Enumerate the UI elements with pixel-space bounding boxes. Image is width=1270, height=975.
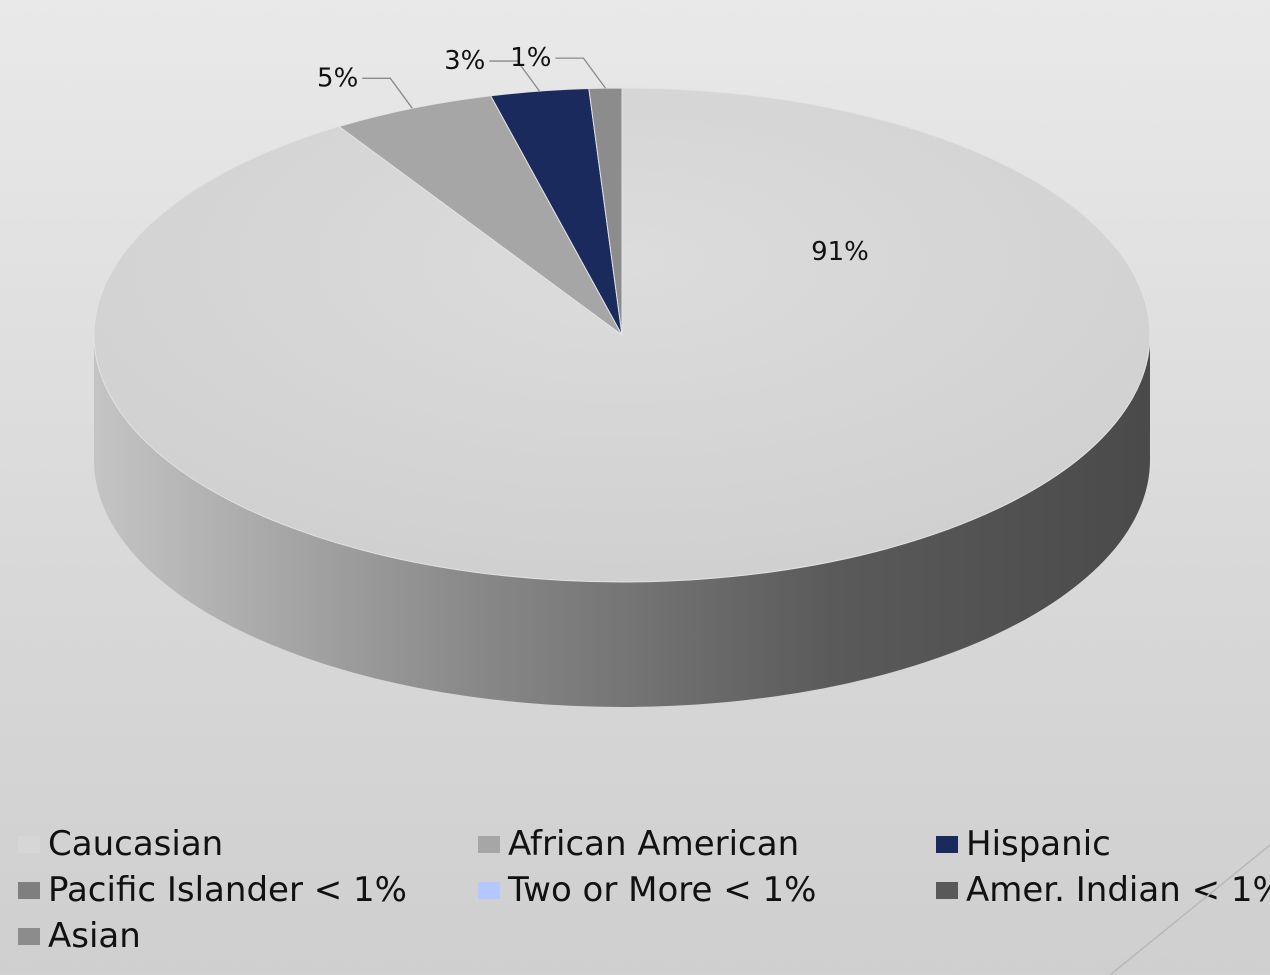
legend-item-amer-indian-1: Amer. Indian < 1%: [936, 870, 1270, 910]
legend-label: Amer. Indian < 1%: [966, 870, 1270, 910]
legend-item-pacific-islander-1: Pacific Islander < 1%: [18, 870, 407, 910]
legend-item-african-american: African American: [478, 824, 799, 864]
pie-side: [94, 335, 1150, 707]
legend-swatch: [478, 835, 500, 853]
legend-label: African American: [508, 824, 800, 864]
legend-label: Asian: [48, 916, 141, 956]
data-label-african-american: 5%: [317, 63, 358, 93]
legend-label: Pacific Islander < 1%: [48, 870, 407, 910]
legend-swatch: [18, 927, 40, 945]
pie-side-wall: [94, 335, 1150, 707]
legend-label: Two or More < 1%: [508, 870, 817, 910]
data-label-hispanic: 3%: [444, 46, 485, 76]
legend-label: Caucasian: [48, 824, 224, 864]
legend-swatch: [936, 835, 958, 853]
legend-item-two-or-more-1: Two or More < 1%: [478, 870, 816, 910]
legend-swatch: [18, 835, 40, 853]
pie-slice-african-american: [337, 95, 623, 336]
legend-item-hispanic: Hispanic: [936, 824, 1111, 864]
leader-line-asian: [555, 57, 606, 89]
data-label-asian: 1%: [510, 43, 551, 73]
legend-label: Hispanic: [966, 824, 1111, 864]
legend-swatch: [936, 881, 958, 899]
leader-line-hispanic: [489, 60, 540, 92]
legend-swatch: [18, 881, 40, 899]
data-label-caucasian: 91%: [811, 237, 869, 267]
legend-item-asian: Asian: [18, 916, 141, 956]
legend-item-caucasian: Caucasian: [18, 824, 223, 864]
pie-slice-asian: [588, 87, 623, 336]
legend-swatch: [478, 881, 500, 899]
decorative-line: [1109, 845, 1270, 975]
leader-line-african-american: [362, 77, 413, 109]
